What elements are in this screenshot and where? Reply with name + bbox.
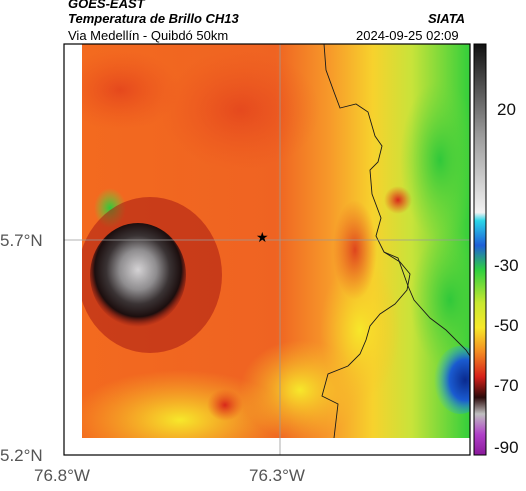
y-tick-5-7: 5.7°N (0, 231, 43, 250)
colorbar-label-minus-90: -90 (494, 438, 519, 457)
boundary-line (383, 251, 470, 357)
agency-label: SIATA (428, 11, 466, 26)
datetime-label: 2024-09-25 02:09 (356, 28, 459, 43)
location-marker: ★ (256, 229, 269, 245)
colorbar (473, 43, 487, 456)
map-frame (63, 43, 471, 456)
cold-cloud-top (434, 346, 470, 414)
colorbar-label-minus-30: -30 (494, 256, 519, 275)
y-tick-5-2: 5.2°N (0, 446, 43, 465)
product-title: Temperatura de Brillo CH13 (68, 11, 239, 26)
colorbar-label-minus-50: -50 (494, 316, 519, 335)
colorbar-label-20: 20 (497, 100, 516, 119)
satellite-title: GOES-EAST (68, 0, 145, 11)
x-tick-76-3: 76.3°W (249, 466, 305, 485)
x-tick-76-8: 76.8°W (34, 466, 90, 485)
colorbar-label-minus-70: -70 (494, 376, 519, 395)
region-label: Via Medellín - Quibdó 50km (68, 28, 229, 43)
convective-cloud (90, 223, 186, 327)
